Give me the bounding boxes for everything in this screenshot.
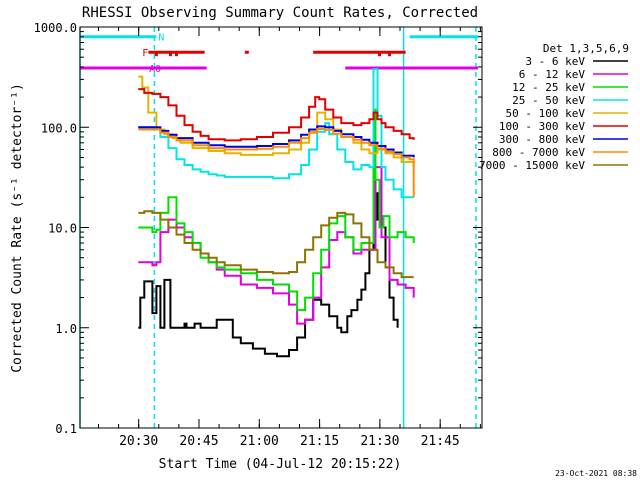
series-line-7: [138, 128, 415, 198]
series-line-8: [138, 210, 414, 279]
y-tick-label: 1000.0: [34, 21, 77, 35]
flag-marker-0-1: [168, 53, 172, 57]
chart-title: RHESSI Observing Summary Count Rates, Co…: [82, 5, 478, 21]
x-tick-label: 21:45: [421, 434, 460, 449]
legend-title: Det 1,3,5,6,9: [543, 42, 629, 55]
series-line-3: [138, 68, 414, 199]
legend-label-2: 12 - 25 keV: [512, 81, 585, 94]
x-tick-label: 21:00: [240, 434, 279, 449]
x-tick-label: 20:45: [179, 434, 218, 449]
flag-label-f: F: [142, 48, 148, 59]
flag-marker-0-0: [154, 53, 158, 57]
x-tick-label: 21:30: [360, 434, 399, 449]
flag-marker-1-1: [388, 53, 392, 57]
legend-label-3: 25 - 50 keV: [512, 94, 585, 107]
x-tick-label: 20:30: [119, 434, 158, 449]
y-tick-label: 10.0: [48, 222, 77, 236]
flag-label-a0: A0: [149, 64, 161, 75]
legend-label-4: 50 - 100 keV: [506, 107, 586, 120]
legend-label-8: 7000 - 15000 keV: [479, 159, 585, 172]
series-line-4: [138, 75, 415, 168]
footer-date: 23-Oct-2021 08:38: [555, 469, 637, 478]
legend-label-7: 800 - 7000 keV: [492, 146, 585, 159]
axes: 1000.0 100.0 10.0 1.0 0.1 20:30 20:45 21:00 21:1…: [34, 21, 483, 449]
legend-label-0: 3 - 6 keV: [525, 55, 585, 68]
series-lines: [138, 68, 415, 358]
y-axis-label: Corrected Count Rate (s⁻¹ detector⁻¹): [10, 83, 25, 373]
y-tick-label: 100.0: [41, 121, 77, 135]
flag-marker-0-2: [174, 53, 178, 57]
y-tick-label: 1.0: [55, 322, 77, 336]
legend-label-5: 100 - 300 keV: [499, 120, 585, 133]
legend-label-6: 300 - 800 keV: [499, 133, 585, 146]
series-line-2: [138, 108, 415, 312]
x-tick-label: 21:15: [300, 434, 339, 449]
y-tick-label: 0.1: [55, 422, 77, 436]
flag-marker-1-0: [377, 53, 381, 57]
series-line-1: [138, 166, 415, 325]
flag-label-n: N: [158, 33, 164, 44]
x-axis-label: Start Time (04-Jul-12 20:15:22): [159, 457, 402, 472]
legend-label-1: 6 - 12 keV: [519, 68, 586, 81]
series-line-5: [138, 88, 415, 142]
